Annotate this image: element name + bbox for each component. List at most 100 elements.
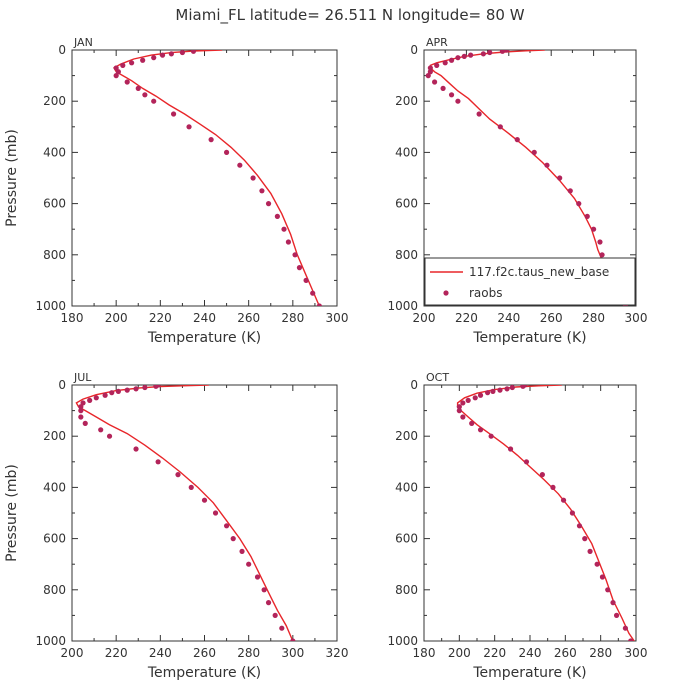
raobs-point <box>523 459 530 465</box>
raobs-point <box>133 386 139 392</box>
raobs-point <box>261 587 267 593</box>
raobs-point <box>190 50 197 54</box>
x-tick-label: 260 <box>540 311 563 325</box>
raobs-point <box>557 175 563 181</box>
raobs-point <box>82 420 88 426</box>
raobs-point <box>133 446 139 452</box>
raobs-point <box>159 52 166 58</box>
y-tick-label: 200 <box>395 429 418 443</box>
y-tick-label: 0 <box>410 378 418 392</box>
raobs-point <box>622 625 629 631</box>
raobs-point <box>468 52 474 58</box>
raobs-point <box>109 390 115 396</box>
raobs-point <box>179 50 186 56</box>
panel-label: OCT <box>426 371 449 384</box>
plot-frame <box>423 384 637 642</box>
raobs-point <box>497 124 503 130</box>
raobs-point <box>168 51 174 57</box>
legend-marker-swatch <box>443 290 449 296</box>
x-tick-label: 240 <box>497 311 520 325</box>
raobs-point <box>151 55 157 61</box>
raobs-point <box>87 397 93 403</box>
x-tick-label: 300 <box>625 311 648 325</box>
raobs-point <box>591 226 597 232</box>
x-tick-label: 280 <box>589 646 612 660</box>
raobs-point <box>113 73 119 79</box>
raobs-point <box>490 388 496 394</box>
raobs-point <box>584 213 590 219</box>
raobs-point <box>569 510 576 516</box>
raobs-point <box>539 472 545 478</box>
raobs-point <box>250 175 256 181</box>
raobs-point <box>201 497 208 503</box>
y-tick-label: 400 <box>395 145 418 159</box>
raobs-point <box>285 239 292 245</box>
legend-model-label: 117.f2c.taus_new_base <box>469 265 609 279</box>
y-tick-label: 1000 <box>35 299 66 313</box>
raobs-point <box>142 92 148 98</box>
raobs-point <box>140 57 146 63</box>
raobs-point <box>520 385 526 389</box>
panel-label: JAN <box>73 36 93 49</box>
y-tick-label: 0 <box>58 43 66 57</box>
raobs-point <box>212 510 219 516</box>
raobs-point <box>432 79 438 85</box>
raobs-point <box>135 85 141 91</box>
panel-label: APR <box>426 36 448 49</box>
raobs-point <box>599 574 606 580</box>
raobs-point <box>124 79 130 85</box>
x-tick-label: 300 <box>625 646 648 660</box>
x-tick-label: 300 <box>281 646 304 660</box>
raobs-point <box>272 612 278 619</box>
x-tick-label: 220 <box>105 646 128 660</box>
raobs-point <box>98 427 104 433</box>
x-axis-label: Temperature (K) <box>472 330 586 346</box>
x-tick-label: 260 <box>193 646 216 660</box>
raobs-point <box>480 51 486 57</box>
raobs-point <box>303 277 309 283</box>
raobs-point <box>509 385 515 391</box>
y-tick-label: 600 <box>395 197 418 211</box>
x-tick-label: 300 <box>326 311 349 325</box>
raobs-point <box>153 385 159 389</box>
figure-title: Miami_FL latitude= 26.511 N longitude= 8… <box>175 6 524 25</box>
raobs-point <box>442 60 448 66</box>
raobs-point <box>93 395 99 401</box>
model-line <box>113 50 320 306</box>
y-tick-label: 200 <box>43 429 66 443</box>
x-tick-label: 240 <box>193 311 216 325</box>
raobs-point <box>427 65 433 71</box>
raobs-point <box>610 600 616 606</box>
raobs-point <box>465 397 471 403</box>
raobs-point <box>460 400 466 406</box>
raobs-point <box>455 98 461 104</box>
raobs-point <box>265 201 272 207</box>
raobs-point <box>296 265 303 271</box>
panel-label: JUL <box>73 371 92 384</box>
y-axis-label: Pressure (mb) <box>4 464 20 562</box>
raobs-point <box>434 62 440 68</box>
y-tick-label: 0 <box>58 378 66 392</box>
raobs-point <box>102 392 108 398</box>
raobs-point <box>188 484 194 490</box>
y-tick-label: 600 <box>43 532 66 546</box>
raobs-point <box>170 111 177 117</box>
x-axis-label: Temperature (K) <box>472 665 586 681</box>
y-tick-label: 1000 <box>387 299 418 313</box>
raobs-point <box>106 433 113 439</box>
x-tick-label: 220 <box>149 311 172 325</box>
x-tick-label: 260 <box>554 646 577 660</box>
raobs-point <box>613 612 620 619</box>
raobs-point <box>142 385 148 391</box>
model-line <box>456 385 635 641</box>
x-tick-label: 260 <box>237 311 260 325</box>
raobs-point <box>485 390 491 396</box>
data-area <box>456 385 635 641</box>
raobs-point <box>290 638 296 641</box>
legend-raobs-label: raobs <box>469 286 503 300</box>
y-axis-label: Pressure (mb) <box>4 129 20 227</box>
x-tick-label: 220 <box>455 311 478 325</box>
raobs-point <box>175 472 181 478</box>
y-tick-label: 400 <box>43 145 66 159</box>
y-tick-label: 200 <box>43 94 66 108</box>
